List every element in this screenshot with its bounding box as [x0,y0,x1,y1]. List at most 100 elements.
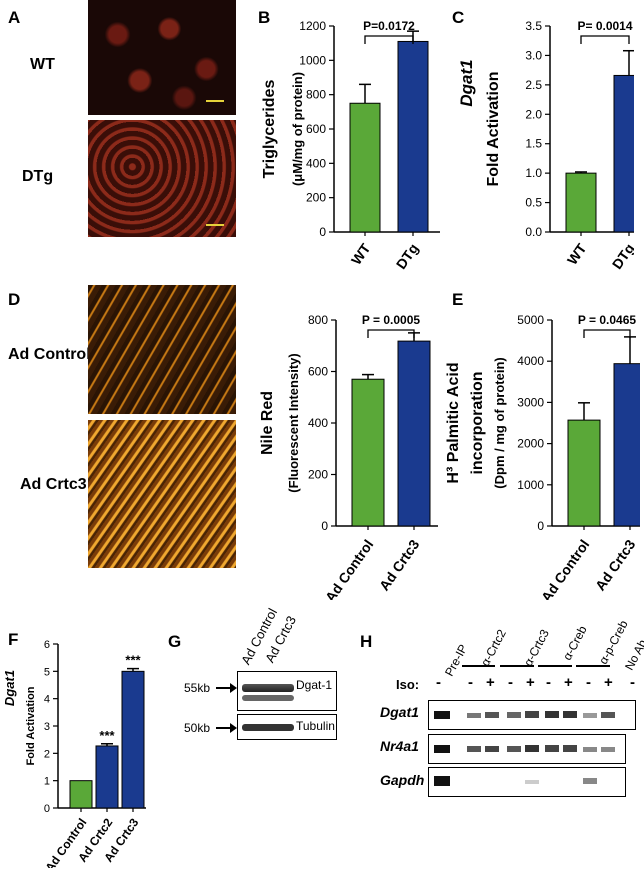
band [507,712,521,718]
band [507,746,521,752]
band [525,780,539,784]
y-tick-label: 3 [44,721,50,733]
y-axis-label: Fold Activation [485,72,502,187]
marker-55kb: 55kb [184,681,211,695]
x-tick-label: DTg [393,241,422,272]
scale-bar [206,224,224,226]
band [467,746,481,752]
bar [567,419,601,527]
band [485,712,499,718]
y-axis-label-gene: Dgat1 [457,59,476,106]
x-tick-label: Ad Crtc3 [376,536,423,593]
micrograph-ad-control [88,285,236,414]
band [242,695,294,701]
y-tick-label: 1000 [517,478,544,492]
bar [69,780,93,809]
chip-column-label: α-Creb [560,623,590,663]
marker-50kb: 50kb [184,721,211,735]
panel-letter-f: F [8,630,19,649]
chip-column-label: α-Crtc3 [521,627,552,669]
y-tick-label: 5000 [517,313,544,327]
y-axis-label-mid: incorporation [469,371,486,474]
y-tick-label: 0.0 [525,225,542,239]
micrograph-wt [88,0,236,115]
arrowhead-icon [230,723,237,733]
blot-label-dgat1: Dgat-1 [296,678,333,692]
x-tick-label: Ad Control [322,537,377,600]
significance-bracket [367,329,415,338]
image-label-wt: WT [30,56,55,73]
band [545,711,559,718]
bar [351,378,385,527]
iso-sign: + [526,674,535,691]
band [242,684,294,692]
y-tick-label: 5 [44,666,50,678]
band [242,724,294,731]
chip-column-label: No Ab [622,637,644,673]
y-tick-label: 1.5 [525,137,542,151]
y-axis-label: H³ Palmitic Acid [445,362,462,483]
bar [613,74,634,233]
micrograph-ad-crtc3 [88,420,236,568]
band [583,713,597,718]
arrow-icon [216,727,234,729]
band [563,745,577,752]
y-axis-label-unit: (Dpm / mg of protein) [492,357,507,488]
chart-b: 0 200 400 600 800 1000 1200 Triglycerides (μM/mg… [261,19,440,272]
significance-stars: *** [125,653,141,668]
band [434,745,450,753]
chip-column-label: Pre-IP [442,641,471,679]
significance-bracket [583,329,631,338]
scale-bar [206,100,224,102]
y-tick-label: 3.0 [525,48,542,62]
y-axis-label-gene: Dgat1 [2,670,17,706]
chip-gel-dgat1 [428,700,636,730]
x-tick-label: WT [564,240,590,267]
y-axis-label: Triglycerides [261,80,278,179]
y-tick-label: 0 [319,225,326,239]
y-axis-label-unit: (μM/mg of protein) [290,72,305,186]
y-tick-label: 200 [306,191,326,205]
y-tick-label: 1000 [299,53,326,67]
gene-label-nr4a1: Nr4a1 [380,738,419,754]
bar [397,340,431,527]
band [434,776,450,786]
panel-letter-b: B [258,8,271,27]
chart-e: 0 1000 2000 3000 4000 5000 H³ Palmitic Acid inc… [445,313,640,600]
y-tick-label: 800 [306,88,326,102]
panel-letter-c: C [452,8,465,27]
arrow-icon [216,687,234,689]
chip-gel-nr4a1 [428,734,626,764]
arrowhead-icon [230,683,237,693]
y-axis-label-unit: (Fluorescent Intensity) [286,353,301,492]
bar [565,172,597,233]
panel-letter-h: H [360,632,373,651]
band [601,747,615,752]
y-axis-label: Nile Red [259,391,276,455]
image-label-dtg: DTg [22,168,54,185]
y-tick-label: 4 [44,694,50,706]
p-value-annotation: P= 0.0014 [577,19,632,33]
image-label-ad-control: Ad Control [8,346,91,363]
y-tick-label: 1 [44,776,50,788]
antibody-group-line [538,665,572,667]
significance-bracket [364,35,414,44]
y-tick-label: 1.0 [525,166,542,180]
panel-letter-d: D [8,290,21,309]
x-tick-label: WT [348,240,374,267]
y-tick-label: 6 [44,639,50,651]
iso-label: Iso: [396,677,420,692]
y-tick-label: 0 [537,519,544,533]
y-tick-label: 400 [306,156,326,170]
y-tick-label: 2 [44,748,50,760]
bar [397,40,429,233]
p-value-annotation: P=0.0172 [363,19,415,33]
iso-sign: - [468,674,473,691]
y-tick-label: 2.0 [525,107,542,121]
y-tick-label: 0.5 [525,196,542,210]
p-value-annotation: P = 0.0465 [578,313,636,327]
y-tick-label: 2.5 [525,78,542,92]
gene-label-dgat1: Dgat1 [380,704,419,720]
y-tick-label: 4000 [517,354,544,368]
